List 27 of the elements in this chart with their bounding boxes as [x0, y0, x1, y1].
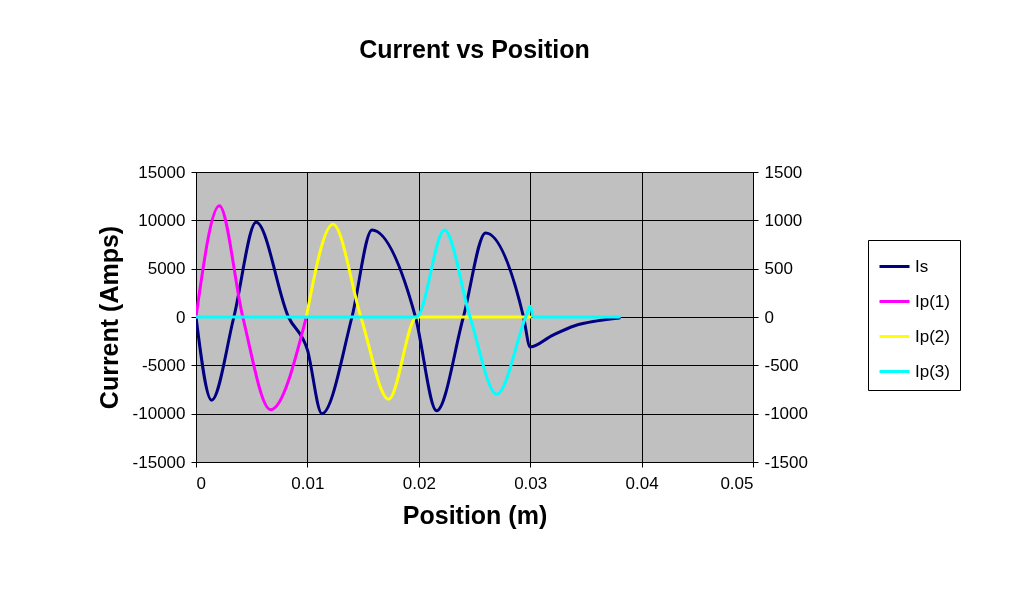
y2-tick-label: 1500	[764, 162, 803, 182]
y-axis-title: Current (Amps)	[94, 225, 123, 410]
x-tick-label: 0.01	[291, 473, 325, 493]
x-tick-label: 0.02	[402, 473, 436, 493]
y-tick-label: 10000	[138, 210, 186, 230]
y-tick-label: 0	[176, 307, 186, 327]
legend-label: Ip(3)	[915, 361, 950, 381]
legend-label: Ip(1)	[915, 291, 950, 311]
y2-tick-label: -1000	[764, 404, 808, 424]
chart-title: Current vs Position	[359, 35, 590, 63]
y-tick-label: -15000	[132, 452, 186, 472]
y2-tick-label: -500	[764, 355, 799, 375]
y2-tick-label: 0	[764, 307, 774, 327]
y-tick-label: 5000	[147, 259, 186, 279]
x-tick-label: 0.04	[625, 473, 659, 493]
legend-label: Is	[915, 256, 929, 276]
x-axis-title: Position (m)	[402, 500, 548, 529]
y-tick-label: -5000	[142, 355, 186, 375]
x-tick-label: 0.05	[720, 473, 754, 493]
y-tick-label: -10000	[132, 404, 186, 424]
y2-tick-label: -1500	[764, 452, 808, 472]
legend-label: Ip(2)	[915, 326, 950, 346]
x-tick-label: 0	[196, 473, 206, 493]
y2-tick-label: 500	[764, 259, 793, 279]
y-tick-label: 15000	[138, 162, 186, 182]
y2-tick-label: 1000	[764, 210, 803, 230]
x-tick-label: 0.03	[514, 473, 548, 493]
